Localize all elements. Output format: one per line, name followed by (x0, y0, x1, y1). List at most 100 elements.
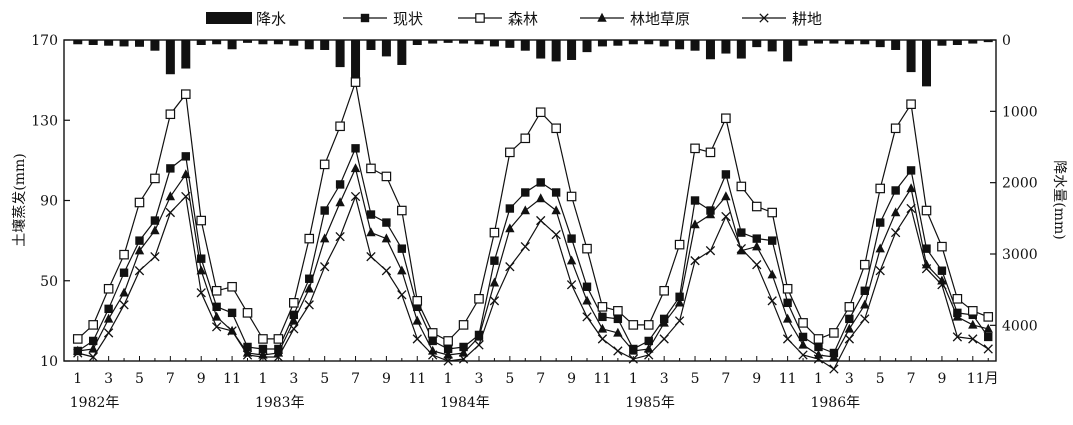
precipitation-bar (320, 40, 330, 50)
point-woodland-grassland (860, 299, 870, 309)
point-woodland-grassland (319, 233, 330, 243)
precipitation-bar (952, 40, 962, 45)
point-cropland (397, 290, 407, 300)
point-forest (906, 99, 916, 109)
point-cropland (690, 256, 700, 266)
point-cropland (674, 316, 685, 326)
point-forest (335, 121, 345, 132)
point-forest (721, 113, 731, 124)
precipitation-bar (273, 40, 283, 45)
point-cropland (536, 215, 546, 226)
point-cropland (937, 280, 947, 290)
y-axis-right-title: 降水量(mm) (1051, 160, 1067, 239)
point-woodland-grassland (304, 283, 314, 293)
precipitation-bar (875, 40, 885, 48)
point-woodland-grassland (196, 265, 206, 275)
legend-swatch-marker (759, 13, 769, 23)
point-forest (88, 320, 98, 330)
point-forest (952, 294, 963, 304)
x-tick-label: 9 (752, 371, 761, 387)
point-cropland (474, 340, 484, 350)
precipitation-bar (628, 40, 638, 45)
point-woodland-grassland (551, 205, 561, 215)
precipitation-bar (258, 40, 268, 45)
precipitation-bar (381, 40, 391, 57)
point-woodland-grassland (844, 323, 855, 333)
precipitation-bar (597, 40, 607, 47)
point-current (443, 344, 453, 354)
point-forest (72, 334, 83, 344)
point-cropland (721, 211, 731, 222)
point-woodland-grassland (536, 193, 546, 203)
evaporation-series (72, 77, 994, 374)
y-left-tick-label: 10 (40, 354, 58, 370)
point-current (814, 342, 823, 352)
point-current (675, 292, 684, 301)
precipitation-bar (721, 40, 731, 54)
point-forest (875, 183, 886, 194)
point-woodland-grassland (119, 287, 129, 297)
point-cropland (428, 350, 438, 360)
point-cropland (968, 334, 978, 344)
precipitation-bar (304, 40, 314, 50)
x-tick-label: 3 (104, 371, 113, 387)
point-current (845, 314, 854, 324)
series-forest (72, 77, 994, 346)
point-cropland (134, 266, 145, 276)
x-tick-label: 9 (937, 371, 946, 387)
point-forest (489, 227, 500, 238)
point-current (459, 342, 468, 352)
point-cropland (736, 243, 746, 254)
precipitation-bar (937, 40, 947, 46)
precipitation-bar (613, 40, 623, 46)
y-left-tick-label: 50 (40, 274, 58, 290)
point-forest (659, 285, 669, 296)
point-cropland (150, 252, 160, 262)
point-forest (597, 302, 608, 312)
point-forest (736, 181, 747, 192)
point-forest (134, 197, 145, 208)
point-forest (643, 320, 654, 330)
legend-label: 现状 (393, 10, 423, 28)
point-current (212, 302, 221, 312)
point-woodland-grassland (211, 311, 222, 321)
legend-swatch-bar (206, 12, 252, 24)
point-current (135, 236, 144, 245)
point-woodland-grassland (952, 311, 963, 321)
point-forest (582, 243, 592, 254)
point-woodland-grassland (767, 269, 777, 279)
point-cropland (273, 352, 284, 362)
point-woodland-grassland (628, 345, 639, 355)
point-forest (150, 173, 160, 184)
precipitation-bar (536, 40, 546, 59)
point-cropland (597, 334, 608, 344)
point-current (413, 302, 422, 312)
point-current (922, 244, 931, 253)
x-tick-label: 9 (382, 371, 391, 387)
point-woodland-grassland (582, 295, 592, 305)
point-woodland-grassland (644, 343, 654, 353)
point-current (397, 244, 407, 253)
legend-swatch-marker (597, 12, 607, 22)
point-current (906, 166, 916, 175)
precipitation-bar (412, 40, 422, 45)
point-cropland (613, 346, 623, 356)
point-current (767, 236, 777, 245)
precipitation-bar (644, 40, 654, 45)
series-cropland (73, 191, 993, 374)
point-cropland (875, 266, 885, 276)
precipitation-bar (119, 40, 129, 47)
precipitation-bar (736, 40, 746, 59)
precipitation-bar (783, 40, 793, 62)
x-year-label: 1982年 (70, 395, 120, 411)
point-forest (350, 77, 361, 87)
precipitation-bar (459, 40, 469, 44)
precipitation-bar (705, 40, 715, 60)
point-cropland (829, 364, 839, 374)
point-forest (211, 285, 222, 296)
point-forest (767, 207, 777, 218)
point-woodland-grassland (165, 191, 176, 201)
point-woodland-grassland (505, 223, 515, 233)
precipitation-bar (582, 40, 592, 53)
point-woodland-grassland (674, 297, 685, 307)
